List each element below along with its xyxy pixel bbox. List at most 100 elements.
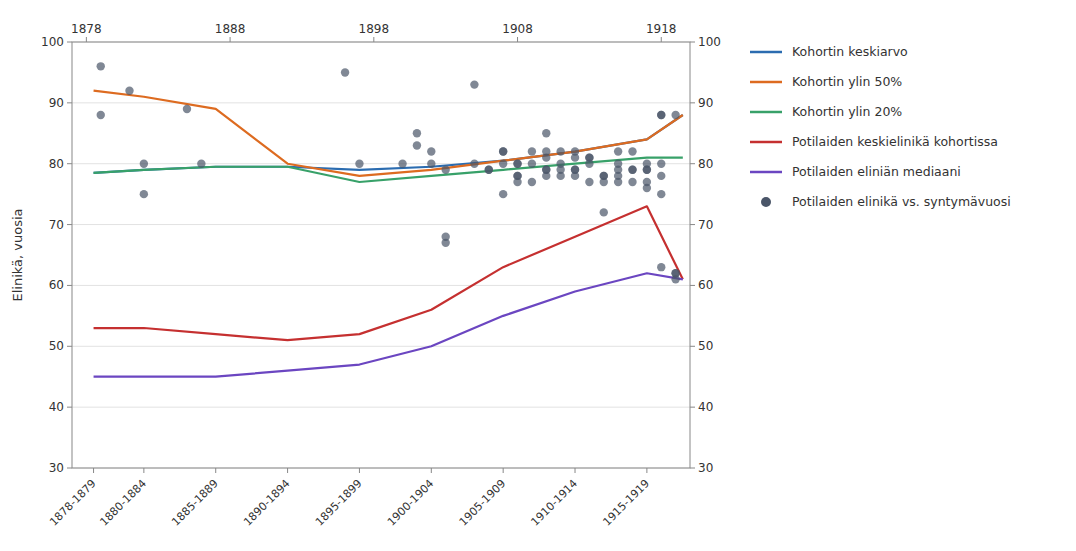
y2-tick-label: 60 — [698, 278, 713, 292]
scatter-point — [628, 166, 636, 174]
y2-tick — [690, 102, 695, 103]
scatter-point — [197, 160, 205, 168]
legend-label: Potilaiden eliniän mediaani — [792, 164, 961, 179]
legend-swatch — [750, 141, 782, 144]
scatter-point — [657, 111, 665, 119]
scatter-point — [499, 190, 507, 198]
scatter-point — [97, 62, 105, 70]
x-tick — [143, 468, 144, 473]
scatter-point — [542, 129, 550, 137]
legend-swatch — [750, 171, 782, 174]
scatter-point — [671, 111, 679, 119]
y-tick-label: 40 — [49, 400, 64, 414]
y2-tick — [690, 346, 695, 347]
scatter-point — [542, 153, 550, 161]
grid-line — [72, 346, 690, 347]
line-series — [94, 158, 683, 182]
scatter-point — [427, 147, 435, 155]
legend-swatch — [750, 111, 782, 114]
scatter-point — [140, 160, 148, 168]
legend-label: Potilaiden elinikä vs. syntymävuosi — [792, 194, 1011, 209]
scatter-point — [125, 86, 133, 94]
x2-tick-label: 1898 — [359, 22, 390, 36]
scatter-point — [499, 160, 507, 168]
scatter-point — [556, 147, 564, 155]
x-tick — [646, 468, 647, 473]
x-tick — [359, 468, 360, 473]
scatter-point — [671, 275, 679, 283]
scatter-point — [657, 111, 665, 119]
y2-tick-label: 40 — [698, 400, 713, 414]
y-tick — [67, 224, 72, 225]
y-tick — [67, 42, 72, 43]
scatter-point — [398, 160, 406, 168]
scatter-point — [657, 263, 665, 271]
x-tick-label: 1885-1889 — [169, 477, 221, 529]
scatter-point — [628, 178, 636, 186]
plot-frame — [72, 42, 690, 468]
legend-label: Potilaiden keskielinikä kohortissa — [792, 134, 998, 149]
x-tick-label: 1915-1919 — [600, 477, 652, 529]
scatter-point — [513, 172, 521, 180]
scatter-point — [542, 172, 550, 180]
x-tick-label: 1880-1884 — [97, 477, 149, 529]
x-tick-label: 1890-1894 — [241, 477, 293, 529]
legend-label: Kohortin ylin 20% — [792, 104, 902, 119]
scatter-point — [355, 160, 363, 168]
scatter-point — [513, 160, 521, 168]
x2-tick — [230, 37, 231, 42]
y-tick-label: 90 — [49, 96, 64, 110]
grid-line — [72, 407, 690, 408]
legend-label: Kohortin ylin 50% — [792, 74, 902, 89]
scatter-point — [643, 166, 651, 174]
scatter-point — [427, 160, 435, 168]
scatter-point — [485, 166, 493, 174]
scatter-point — [470, 80, 478, 88]
x2-tick-label: 1878 — [71, 22, 102, 36]
y-tick-label: 60 — [49, 278, 64, 292]
y-tick-label: 30 — [49, 461, 64, 475]
grid — [72, 42, 690, 468]
scatter-point — [441, 166, 449, 174]
y2-tick-label: 30 — [698, 461, 713, 475]
chart: 30304040505060607070808090901001001878-1… — [0, 0, 1076, 551]
y2-tick-label: 50 — [698, 339, 713, 353]
grid-line — [72, 102, 690, 103]
scatter-point — [485, 166, 493, 174]
scatter-point — [614, 178, 622, 186]
x2-tick — [517, 37, 518, 42]
y-tick — [67, 285, 72, 286]
scatter-point — [528, 160, 536, 168]
y-tick — [67, 407, 72, 408]
plot-data — [94, 62, 683, 377]
scatter-point — [97, 111, 105, 119]
y2-tick — [690, 42, 695, 43]
y-tick-label: 50 — [49, 339, 64, 353]
legend-swatch — [750, 51, 782, 54]
scatter-point — [585, 178, 593, 186]
scatter-point — [628, 147, 636, 155]
legend-swatch — [750, 81, 782, 84]
scatter-point — [657, 160, 665, 168]
y-tick — [67, 468, 72, 469]
scatter-point — [513, 160, 521, 168]
y2-tick — [690, 468, 695, 469]
scatter-point — [441, 239, 449, 247]
x-tick — [431, 468, 432, 473]
scatter-point — [513, 172, 521, 180]
y2-tick — [690, 285, 695, 286]
x2-tick — [86, 37, 87, 42]
scatter-point — [183, 105, 191, 113]
scatter-point — [657, 172, 665, 180]
scatter-point — [585, 160, 593, 168]
line-series — [94, 115, 683, 173]
legend-label: Kohortin keskiarvo — [792, 44, 908, 59]
scatter-point — [571, 172, 579, 180]
scatter-point — [528, 178, 536, 186]
scatter-point — [571, 153, 579, 161]
x-tick-label: 1910-1914 — [529, 477, 581, 529]
scatter-point — [600, 178, 608, 186]
grid-line — [72, 224, 690, 225]
x-tick-label: 1905-1909 — [457, 477, 509, 529]
y-tick-label: 70 — [49, 218, 64, 232]
